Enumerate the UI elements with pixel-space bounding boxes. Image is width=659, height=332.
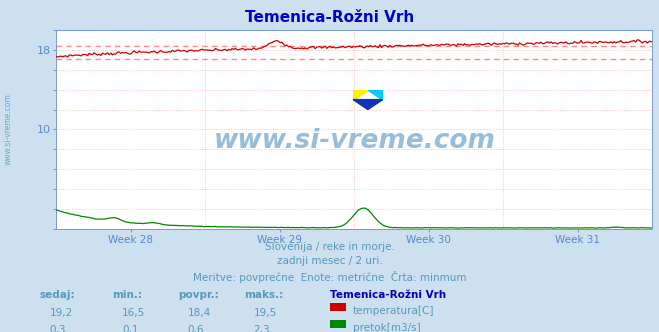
Text: maks.:: maks.: xyxy=(244,290,283,300)
Text: 19,5: 19,5 xyxy=(254,308,277,318)
Text: Temenica-Rožni Vrh: Temenica-Rožni Vrh xyxy=(245,10,414,25)
Text: povpr.:: povpr.: xyxy=(178,290,219,300)
Polygon shape xyxy=(353,90,368,100)
Text: temperatura[C]: temperatura[C] xyxy=(353,306,434,316)
Polygon shape xyxy=(353,100,383,110)
Text: zadnji mesec / 2 uri.: zadnji mesec / 2 uri. xyxy=(277,256,382,267)
Text: 0,1: 0,1 xyxy=(122,325,138,332)
Polygon shape xyxy=(368,90,383,100)
Text: 16,5: 16,5 xyxy=(122,308,145,318)
Text: Meritve: povprečne  Enote: metrične  Črta: minmum: Meritve: povprečne Enote: metrične Črta:… xyxy=(192,271,467,283)
Text: min.:: min.: xyxy=(112,290,142,300)
Text: 19,2: 19,2 xyxy=(49,308,72,318)
Text: Temenica-Rožni Vrh: Temenica-Rožni Vrh xyxy=(330,290,445,300)
Text: Slovenija / reke in morje.: Slovenija / reke in morje. xyxy=(264,242,395,252)
Text: pretok[m3/s]: pretok[m3/s] xyxy=(353,323,420,332)
Text: www.si-vreme.com: www.si-vreme.com xyxy=(3,94,13,165)
Text: 0,6: 0,6 xyxy=(188,325,204,332)
Text: 18,4: 18,4 xyxy=(188,308,211,318)
Text: 2,3: 2,3 xyxy=(254,325,270,332)
Text: www.si-vreme.com: www.si-vreme.com xyxy=(214,128,495,154)
Text: 0,3: 0,3 xyxy=(49,325,66,332)
Text: sedaj:: sedaj: xyxy=(40,290,75,300)
